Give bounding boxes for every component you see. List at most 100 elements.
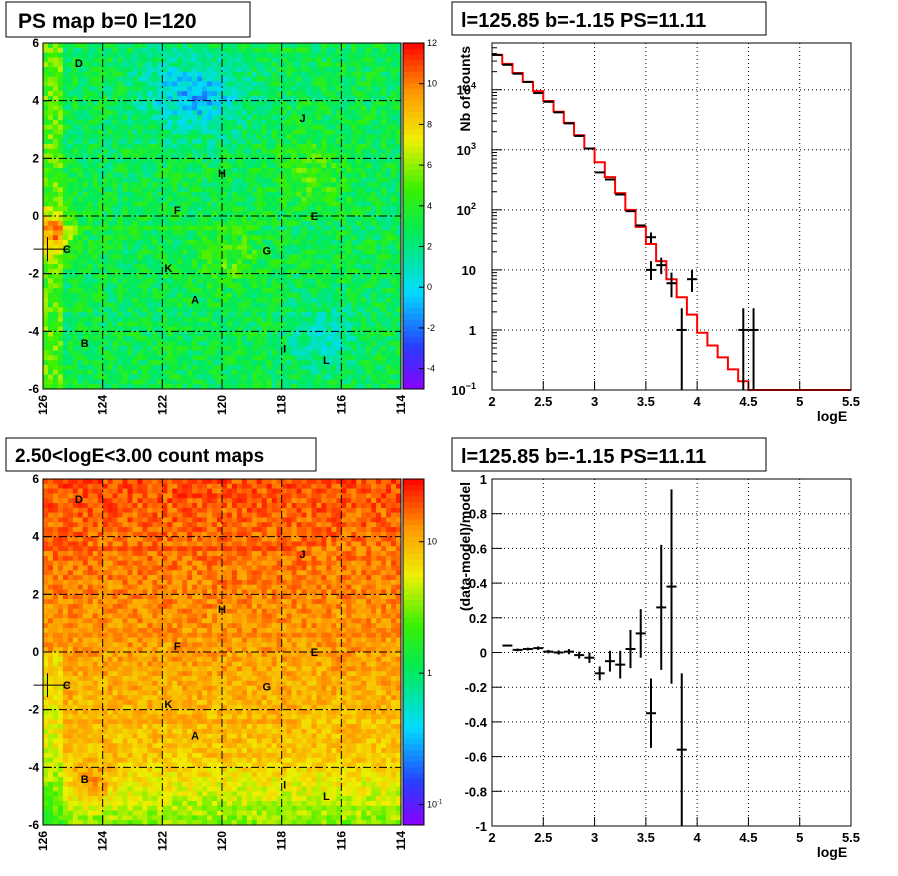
- heatmap-cell: [112, 86, 118, 92]
- heatmap-cell: [87, 196, 94, 202]
- heatmap-cell: [306, 384, 312, 390]
- heatmap-cell: [386, 139, 392, 145]
- heatmap-cell: [182, 119, 188, 125]
- heatmap-cell: [231, 139, 238, 145]
- heatmap-cell: [226, 297, 233, 303]
- heatmap-cell: [381, 95, 387, 101]
- heatmap-cell: [256, 196, 263, 202]
- heatmap-cell: [212, 177, 218, 183]
- heatmap-cell: [261, 167, 268, 174]
- heatmap-cell: [132, 235, 138, 241]
- heatmap-cell: [47, 124, 54, 130]
- heatmap-cell: [321, 235, 327, 241]
- heatmap-cell: [286, 47, 292, 53]
- heatmap-cell: [197, 240, 203, 246]
- heatmap-cell: [222, 384, 228, 390]
- heatmap-cell: [376, 273, 382, 279]
- heatmap-cell: [241, 206, 248, 212]
- heatmap-cell: [256, 273, 263, 279]
- heatmap-cell: [172, 244, 178, 250]
- heatmap-cell: [261, 340, 268, 347]
- heatmap-cell: [346, 225, 352, 231]
- heatmap-cell: [122, 86, 128, 92]
- heatmap-cell: [207, 158, 213, 164]
- heatmap-cell: [376, 167, 382, 174]
- heatmap-cell: [107, 302, 113, 308]
- heatmap-cell: [341, 211, 347, 217]
- heatmap-cell: [256, 95, 263, 101]
- heatmap-cell: [82, 71, 89, 77]
- heatmap-cell: [142, 167, 148, 174]
- heatmap-cell: [296, 249, 302, 255]
- heatmap-cell: [102, 187, 108, 193]
- heatmap-cell: [346, 81, 352, 87]
- heatmap-cell: [361, 76, 367, 82]
- heatmap-cell: [147, 91, 153, 97]
- heatmap-cell: [236, 216, 243, 222]
- heatmap-cell: [62, 374, 69, 380]
- heatmap-cell: [276, 206, 282, 212]
- heatmap-cell: [72, 249, 79, 255]
- heatmap-cell: [341, 57, 347, 63]
- heatmap-cell: [182, 177, 188, 183]
- heatmap-cell: [177, 220, 183, 226]
- heatmap-cell: [281, 177, 287, 183]
- heatmap-cell: [217, 345, 223, 351]
- heatmap-cell: [326, 374, 332, 380]
- heatmap-cell: [172, 211, 178, 217]
- heatmap-cell: [271, 307, 277, 313]
- heatmap-cell: [236, 331, 243, 337]
- heatmap-cell: [276, 167, 282, 174]
- heatmap-cell: [371, 340, 377, 347]
- heatmap-cell: [152, 321, 158, 327]
- heatmap-cell: [167, 119, 173, 125]
- heatmap-cell: [341, 235, 347, 241]
- heatmap-cell: [222, 57, 228, 63]
- heatmap-cell: [167, 259, 173, 265]
- heatmap-cell: [202, 177, 208, 183]
- heatmap-cell: [147, 288, 153, 294]
- heatmap-cell: [376, 158, 382, 164]
- heatmap-cell: [281, 110, 287, 116]
- heatmap-cell: [172, 302, 178, 308]
- heatmap-cell: [381, 124, 387, 130]
- heatmap-cell: [301, 244, 307, 250]
- heatmap-cell: [152, 364, 158, 371]
- heatmap-cell: [306, 240, 312, 246]
- heatmap-cell: [291, 167, 297, 174]
- heatmap-cell: [306, 100, 312, 106]
- heatmap-cell: [286, 153, 292, 159]
- heatmap-cell: [306, 278, 312, 284]
- heatmap-cell: [147, 360, 153, 366]
- heatmap-cell: [356, 153, 362, 159]
- heatmap-cell: [271, 172, 277, 178]
- heatmap-cell: [137, 302, 143, 308]
- heatmap-cell: [43, 119, 49, 125]
- heatmap-cell: [142, 364, 148, 371]
- heatmap-cell: [202, 273, 208, 279]
- heatmap-cell: [187, 264, 193, 270]
- heatmap-cell: [222, 264, 228, 270]
- heatmap-cell: [107, 91, 113, 97]
- heatmap-cell: [43, 86, 49, 92]
- heatmap-cell: [217, 312, 223, 318]
- heatmap-cell: [326, 124, 332, 130]
- heatmap-cell: [256, 177, 263, 183]
- heatmap-cell: [361, 312, 367, 318]
- heatmap-cell: [167, 172, 173, 178]
- heatmap-cell: [386, 134, 392, 140]
- heatmap-cell: [331, 67, 337, 73]
- heatmap-cell: [371, 91, 377, 97]
- heatmap-cell: [361, 384, 367, 390]
- heatmap-cell: [246, 148, 253, 154]
- heatmap-cell: [182, 283, 188, 289]
- heatmap-cell: [137, 191, 143, 198]
- heatmap-cell: [152, 384, 158, 390]
- heatmap-cell: [47, 336, 54, 342]
- heatmap-cell: [296, 384, 302, 390]
- heatmap-cell: [231, 62, 238, 68]
- heatmap-cell: [102, 105, 108, 111]
- heatmap-cell: [132, 47, 138, 53]
- heatmap-cell: [122, 240, 128, 246]
- heatmap-cell: [97, 124, 103, 130]
